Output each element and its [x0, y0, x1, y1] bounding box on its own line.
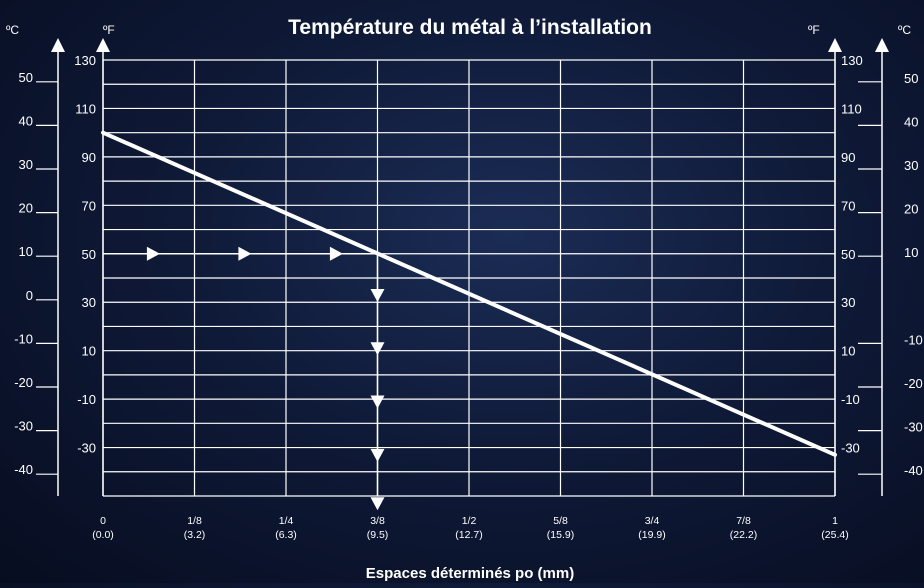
fahrenheit-unit-right: ºF [808, 23, 820, 37]
c-tick-label-right: 10 [904, 245, 918, 260]
x-tick-label: 3/8 [370, 515, 385, 527]
x-tick-label: 1 [832, 515, 838, 527]
x-axis-label: Espaces déterminés po (mm) [366, 565, 574, 582]
f-tick-label-left: 90 [82, 150, 96, 165]
f-tick-label-right: 10 [841, 344, 855, 359]
c-tick-label-left: -40 [14, 462, 33, 477]
f-tick-label-right: 90 [841, 150, 855, 165]
x-tick-label-mm: (0.0) [92, 529, 114, 541]
x-tick-label: 1/8 [187, 515, 202, 527]
c-tick-label-left: 20 [19, 201, 33, 216]
f-tick-label-right: 50 [841, 247, 855, 262]
x-tick-label-mm: (22.2) [730, 529, 757, 541]
c-axis-arrow-right [875, 38, 889, 52]
example-arrow-down [370, 288, 385, 302]
x-tick-label-mm: (15.9) [547, 529, 574, 541]
x-tick-label: 7/8 [736, 515, 751, 527]
c-tick-label-right: 40 [904, 114, 918, 129]
f-tick-label-left: -10 [77, 392, 96, 407]
f-tick-label-left: 110 [75, 101, 96, 116]
f-tick-label-right: 110 [841, 101, 862, 116]
c-tick-label-left: 0 [26, 288, 33, 303]
c-tick-label-right: -10 [904, 332, 923, 347]
f-tick-label-left: 30 [82, 295, 96, 310]
celsius-unit-left: ºC [6, 23, 19, 37]
x-tick-label: 3/4 [645, 515, 660, 527]
example-arrow-right [238, 246, 252, 261]
f-tick-label-right: 30 [841, 295, 855, 310]
x-tick-label-mm: (12.7) [455, 529, 482, 541]
x-tick-label-mm: (6.3) [275, 529, 297, 541]
f-tick-label-right: 130 [841, 53, 863, 68]
f-axis-arrow-left [96, 38, 110, 52]
temperature-line [101, 130, 837, 457]
example-arrow-right [146, 246, 160, 261]
example-arrow-down [370, 395, 385, 409]
c-tick-label-left: -10 [14, 331, 33, 346]
f-axis-arrow-right [828, 38, 842, 52]
c-tick-label-left: -30 [14, 419, 33, 434]
c-tick-label-right: -40 [904, 463, 923, 478]
c-tick-label-left: 10 [19, 244, 33, 259]
c-tick-label-left: 50 [19, 70, 33, 85]
f-tick-label-left: 10 [82, 344, 96, 359]
chart-title: Température du métal à l’installation [288, 16, 652, 39]
x-tick-label: 1/2 [462, 515, 477, 527]
x-tick-label-mm: (9.5) [367, 529, 389, 541]
c-tick-label-right: 20 [904, 202, 918, 217]
x-tick-label: 5/8 [553, 515, 568, 527]
example-arrow-down [370, 342, 385, 356]
celsius-unit-right: ºC [898, 23, 911, 37]
x-tick-label-mm: (3.2) [184, 529, 206, 541]
example-arrow-down [370, 497, 385, 511]
x-tick-label-mm: (25.4) [821, 529, 848, 541]
f-tick-label-left: -30 [77, 441, 96, 456]
c-tick-label-left: 40 [19, 113, 33, 128]
f-tick-label-right: 70 [841, 198, 855, 213]
x-tick-label: 0 [100, 515, 106, 527]
f-tick-label-left: 50 [82, 247, 96, 262]
c-axis-arrow-left [51, 38, 65, 52]
c-tick-label-left: 30 [19, 157, 33, 172]
fahrenheit-unit-left: ºF [103, 23, 115, 37]
f-tick-label-left: 130 [74, 53, 96, 68]
f-tick-label-right: -10 [841, 392, 860, 407]
c-tick-label-right: 50 [904, 71, 918, 86]
f-tick-label-right: -30 [841, 441, 860, 456]
x-tick-label-mm: (19.9) [638, 529, 665, 541]
example-arrow-down [370, 448, 385, 462]
c-tick-label-right: -30 [904, 420, 923, 435]
example-arrow-right [329, 246, 343, 261]
f-tick-label-left: 70 [82, 198, 96, 213]
x-tick-label: 1/4 [279, 515, 294, 527]
c-tick-label-right: -20 [904, 376, 923, 391]
c-tick-label-right: 30 [904, 158, 918, 173]
c-tick-label-left: -20 [14, 375, 33, 390]
